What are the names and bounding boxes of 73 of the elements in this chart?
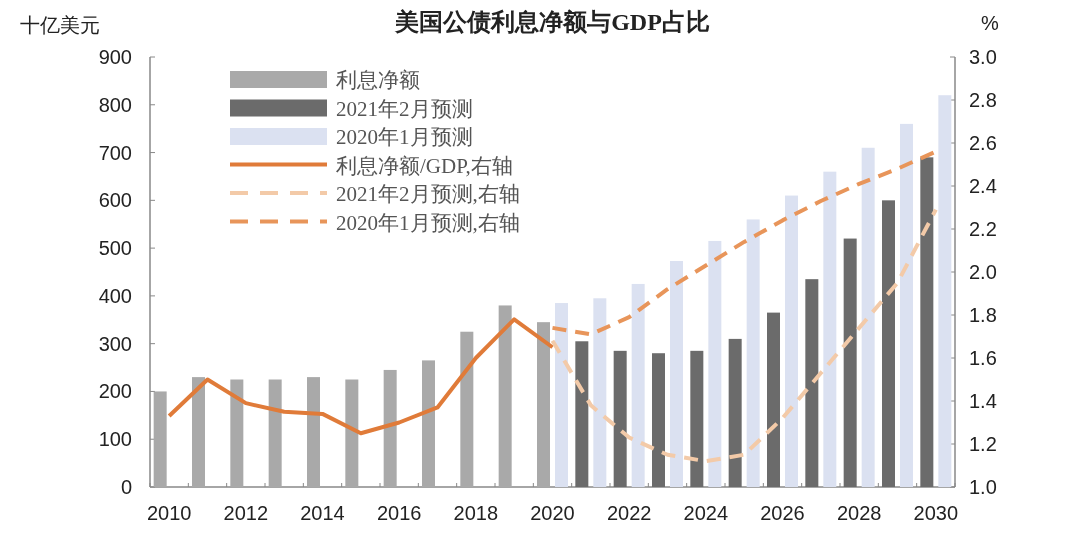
y2-tick-label: 2.6 (969, 132, 997, 154)
y2-tick-label: 2.8 (969, 89, 997, 111)
y-tick-label: 700 (98, 141, 132, 164)
x-tick-label: 2012 (223, 502, 269, 524)
chart-title: 美国公债利息净额与GDP占比 (394, 8, 710, 35)
y-tick-label: 100 (98, 428, 132, 451)
x-tick-label: 2024 (683, 502, 729, 524)
y2-tick-label: 1.2 (969, 433, 997, 455)
y2-tick-label: 1.6 (969, 347, 997, 369)
bar (882, 200, 895, 487)
bar (268, 379, 282, 487)
legend-label: 2021年2月预测 (336, 96, 473, 121)
y-tick-label: 600 (98, 189, 132, 212)
bar (575, 341, 589, 487)
y-tick-label: 300 (98, 332, 132, 355)
x-tick-label: 2018 (453, 502, 499, 524)
x-tick-label: 2028 (836, 502, 882, 524)
bar (631, 283, 645, 487)
bar (670, 261, 683, 487)
y2-tick-label: 3.0 (969, 46, 997, 68)
y-tick-label: 200 (98, 380, 132, 403)
bar (690, 350, 704, 487)
y-axis-title: 十亿美元 (20, 14, 100, 36)
bar (823, 171, 837, 487)
bar (613, 350, 627, 487)
bar (537, 322, 550, 487)
x-tick-label: 2030 (913, 502, 959, 524)
x-tick-label: 2022 (606, 502, 652, 524)
bar (920, 157, 934, 487)
y2-tick-label: 2.0 (969, 261, 997, 283)
y-tick-label: 0 (120, 476, 132, 498)
x-tick-label: 2020 (530, 502, 575, 524)
bar (153, 391, 167, 487)
bar (307, 377, 320, 487)
bar (785, 195, 798, 487)
bar (383, 369, 397, 487)
y2-tick-label: 1.8 (969, 304, 997, 326)
y-tick-label: 500 (98, 237, 132, 260)
bar (652, 353, 665, 487)
bar (593, 298, 607, 487)
legend-label: 2021年2月预测,右轴 (336, 182, 520, 206)
y-tick-label: 800 (98, 93, 132, 116)
bar (422, 360, 435, 487)
x-tick-label: 2014 (300, 502, 345, 524)
y2-tick-label: 2.2 (969, 218, 997, 240)
bar (230, 379, 244, 487)
y-tick-label: 900 (98, 46, 132, 68)
legend-label: 2020年1月预测 (336, 125, 473, 149)
bar (767, 312, 780, 487)
legend-label: 2020年1月预测,右轴 (336, 210, 520, 235)
x-tick-label: 2026 (760, 502, 805, 524)
y2-axis-title: % (981, 12, 1000, 34)
bar (192, 377, 205, 487)
bar (805, 279, 819, 487)
y2-tick-label: 2.4 (969, 175, 997, 197)
legend-label: 利息净额/GDP,右轴 (336, 153, 513, 178)
bar (843, 238, 857, 487)
bar (861, 147, 875, 487)
y2-tick-label: 1.0 (969, 476, 997, 498)
bar (460, 331, 474, 487)
bar (938, 95, 952, 487)
bar (728, 338, 742, 487)
bar (345, 379, 359, 487)
bar (498, 305, 512, 487)
x-tick-label: 2016 (376, 502, 422, 524)
y-tick-label: 400 (98, 284, 132, 307)
bar (555, 303, 568, 487)
bar (900, 123, 913, 487)
x-tick-label: 2010 (146, 502, 192, 524)
bar (708, 240, 722, 487)
bar (746, 219, 760, 487)
y2-tick-label: 1.4 (969, 390, 997, 412)
legend-label: 利息净额 (336, 68, 420, 92)
